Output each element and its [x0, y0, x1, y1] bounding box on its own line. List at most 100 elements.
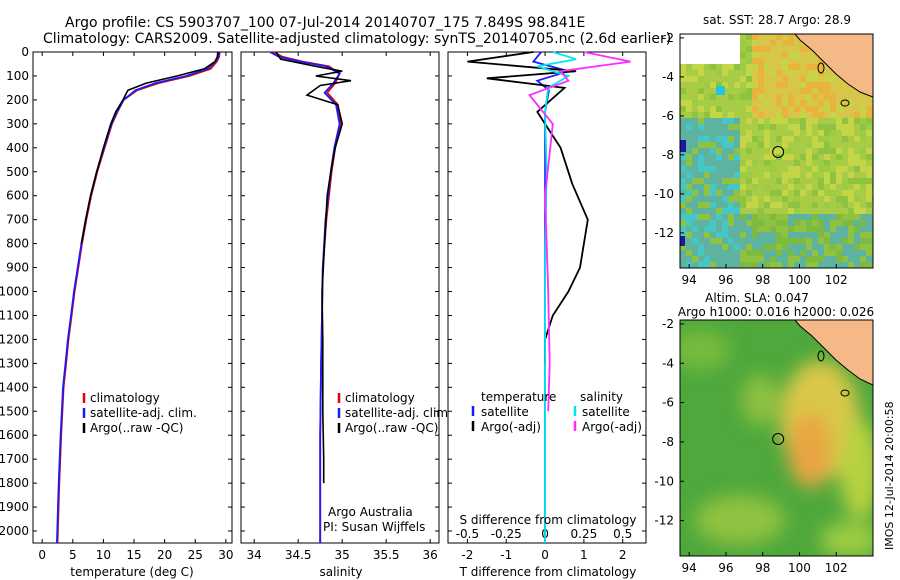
- sst-cell: [704, 244, 710, 250]
- sst-cell: [716, 82, 722, 88]
- sst-cell: [758, 148, 764, 154]
- sst-cell: [842, 202, 848, 208]
- salinity-panel: 34 34.5 35 35.5 36 climatology satellite-adj…: [240, 51, 452, 579]
- sst-cell: [830, 178, 836, 184]
- x-tick-label: -1: [500, 548, 512, 562]
- sst-cell: [776, 124, 782, 130]
- legend-label-climatology: climatology: [90, 391, 160, 405]
- sst-cell: [692, 112, 698, 118]
- sst-cell: [764, 232, 770, 238]
- sst-cell: [842, 82, 848, 88]
- sst-cell: [782, 82, 788, 88]
- sst-cell: [734, 88, 740, 94]
- sst-cell: [686, 256, 692, 262]
- sst-cell: [752, 112, 758, 118]
- sst-cell: [764, 52, 770, 58]
- sst-cell: [812, 166, 818, 172]
- y-tick-label: 300: [6, 117, 29, 131]
- sst-cell: [764, 166, 770, 172]
- sst-cell: [830, 226, 836, 232]
- y-tick-label: 800: [6, 237, 29, 251]
- sst-cell: [800, 130, 806, 136]
- sst-cell: [848, 208, 854, 214]
- sst-cell: [704, 40, 710, 46]
- sst-cell: [800, 154, 806, 160]
- sst-cell: [824, 190, 830, 196]
- sst-cell: [800, 220, 806, 226]
- sst-cell: [722, 220, 728, 226]
- y-tick-label: 400: [6, 141, 29, 155]
- sst-cell: [716, 256, 722, 262]
- sst-cell: [788, 238, 794, 244]
- sst-cell: [728, 64, 734, 70]
- sst-cell: [692, 232, 698, 238]
- sst-cell: [692, 220, 698, 226]
- sst-cell: [854, 178, 860, 184]
- sst-cell: [788, 262, 794, 268]
- sst-cell: [794, 70, 800, 76]
- sst-cell: [776, 70, 782, 76]
- sst-cell: [812, 196, 818, 202]
- sst-cell: [740, 148, 746, 154]
- sst-cell: [848, 154, 854, 160]
- sst-cell: [764, 250, 770, 256]
- sst-cell: [698, 262, 704, 268]
- sst-cell: [746, 124, 752, 130]
- sst-cell: [806, 214, 812, 220]
- sst-cell: [866, 202, 872, 208]
- sst-cell: [800, 256, 806, 262]
- sst-cell: [866, 262, 872, 268]
- sst-cell: [824, 130, 830, 136]
- sst-cell: [704, 238, 710, 244]
- sst-cell: [734, 124, 740, 130]
- sst-cell: [824, 166, 830, 172]
- series-line-4: [528, 51, 631, 412]
- figure-title-line2: Climatology: CARS2009. Satellite-adjuste…: [43, 31, 671, 47]
- sst-cell: [830, 208, 836, 214]
- sst-cell: [806, 226, 812, 232]
- sst-cell: [686, 70, 692, 76]
- island-outline: [840, 389, 850, 397]
- sst-cell: [746, 118, 752, 124]
- sst-cell: [716, 178, 722, 184]
- sst-cell: [770, 190, 776, 196]
- sst-cell: [686, 232, 692, 238]
- sst-cell: [680, 196, 686, 202]
- sla-field: [788, 412, 832, 488]
- sst-cell: [758, 190, 764, 196]
- sst-cell: [848, 160, 854, 166]
- sst-cell: [842, 166, 848, 172]
- sst-cell: [746, 184, 752, 190]
- sst-cell: [806, 106, 812, 112]
- sst-cell: [818, 124, 824, 130]
- sst-cell: [704, 52, 710, 58]
- sst-cell: [854, 130, 860, 136]
- sst-cell: [716, 196, 722, 202]
- sst-cell: [800, 94, 806, 100]
- sst-cell: [728, 112, 734, 118]
- sst-cell: [860, 160, 866, 166]
- sst-cell: [830, 202, 836, 208]
- sst-cell: [776, 130, 782, 136]
- sst-cell: [704, 58, 710, 64]
- sst-cell: [758, 58, 764, 64]
- sst-cell: [770, 202, 776, 208]
- sst-cell: [782, 232, 788, 238]
- sst-cell: [788, 208, 794, 214]
- sst-cell: [782, 52, 788, 58]
- sst-cell: [794, 172, 800, 178]
- sst-cell: [728, 76, 734, 82]
- sst-cell: [698, 100, 704, 106]
- sst-cell: [824, 64, 830, 70]
- sst-cell: [734, 214, 740, 220]
- sst-cell: [860, 262, 866, 268]
- sst-cell: [818, 148, 824, 154]
- sst-cell: [854, 148, 860, 154]
- sst-cell: [800, 100, 806, 106]
- sst-cell: [704, 160, 710, 166]
- sst-cell: [854, 238, 860, 244]
- sst-cell: [806, 118, 812, 124]
- sst-cell: [770, 220, 776, 226]
- sst-cell: [800, 46, 806, 52]
- sst-cell: [686, 118, 692, 124]
